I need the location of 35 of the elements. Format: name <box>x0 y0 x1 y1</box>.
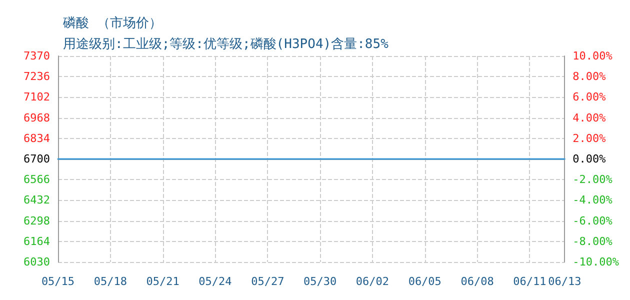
y-tick-label: 6298 <box>24 214 50 228</box>
y-tick-label: 7370 <box>24 50 50 62</box>
y-tick-label: 6030 <box>24 256 50 268</box>
y-tick-label: 7102 <box>24 90 50 104</box>
y-tick-label: 6566 <box>24 173 50 186</box>
x-tick-label: 06/11 <box>513 275 546 288</box>
y-tick-label: 6432 <box>24 194 50 207</box>
y-tick-label: 6968 <box>24 111 50 124</box>
x-tick-label: 05/27 <box>251 275 284 288</box>
y2-tick-label: 2.00% <box>572 132 606 145</box>
chart-subtitle: 用途级别:工业级;等级:优等级;磷酸(H3PO4)含量:85% <box>63 37 389 52</box>
y2-tick-label: 8.00% <box>572 70 606 84</box>
y2-tick-label: 0.00% <box>572 152 606 166</box>
y-tick-label: 7236 <box>24 70 50 84</box>
x-tick-label: 05/30 <box>303 275 337 288</box>
y2-tick-label: -10.00% <box>572 256 620 268</box>
y-tick-label: 6700 <box>24 152 50 166</box>
y2-tick-label: 6.00% <box>572 90 606 104</box>
x-tick-label: 06/08 <box>460 275 494 288</box>
y2-tick-label: 10.00% <box>572 50 613 62</box>
y2-tick-label: -4.00% <box>572 194 613 207</box>
x-tick-label: 06/05 <box>408 275 442 288</box>
x-tick-label: 06/02 <box>356 275 390 288</box>
y2-tick-label: -6.00% <box>572 214 613 228</box>
y2-tick-label: -2.00% <box>572 173 613 186</box>
x-tick-label: 05/15 <box>41 275 75 288</box>
x-tick-label: 05/21 <box>146 275 180 288</box>
y2-tick-label: -8.00% <box>572 234 613 248</box>
x-tick-label: 05/18 <box>94 275 127 288</box>
chart-title: 磷酸 （市场价） <box>62 16 162 31</box>
y-tick-label: 6164 <box>24 234 50 248</box>
y2-tick-label: 4.00% <box>572 111 606 124</box>
x-tick-label: 06/13 <box>548 275 582 288</box>
x-tick-label: 05/24 <box>198 275 232 288</box>
y-tick-label: 6834 <box>24 132 50 145</box>
